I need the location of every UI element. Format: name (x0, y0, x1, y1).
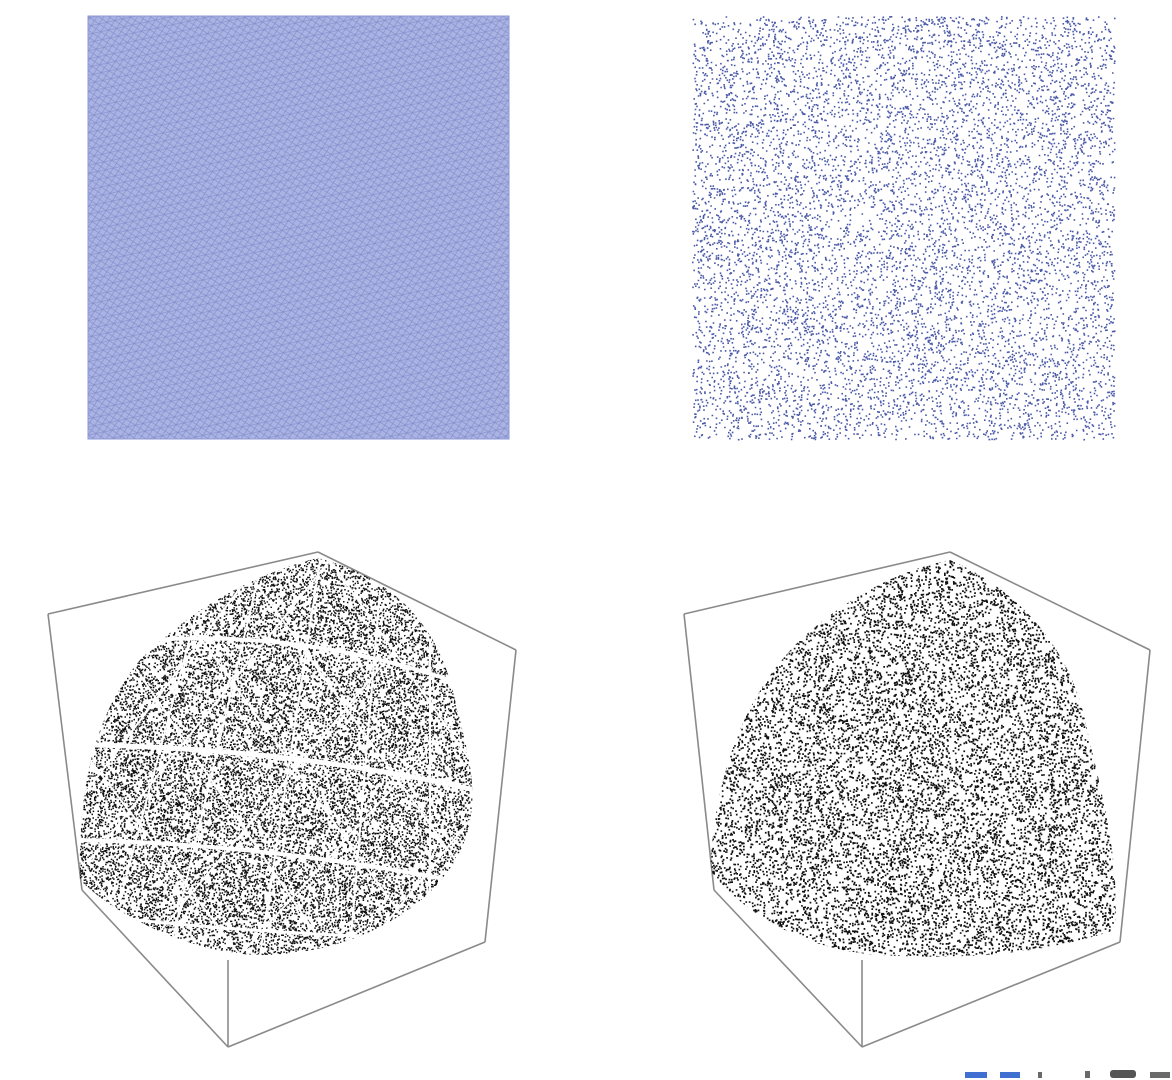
random-points-2d (692, 16, 1116, 441)
corner-dash-marks (965, 1070, 1170, 1078)
panel-bottom-right (683, 551, 1151, 1048)
cube-frame-right (683, 551, 1151, 1048)
random-points-3d (710, 560, 1116, 957)
triangle-seams (79, 559, 473, 955)
lattice-square (88, 16, 509, 439)
panel-top-right (692, 16, 1116, 441)
sphere-structured (79, 558, 473, 955)
sphere-random (710, 560, 1116, 957)
panel-top-left (87, 15, 510, 440)
cube-frame-left (47, 551, 517, 1048)
panel-bottom-left (47, 551, 517, 1048)
